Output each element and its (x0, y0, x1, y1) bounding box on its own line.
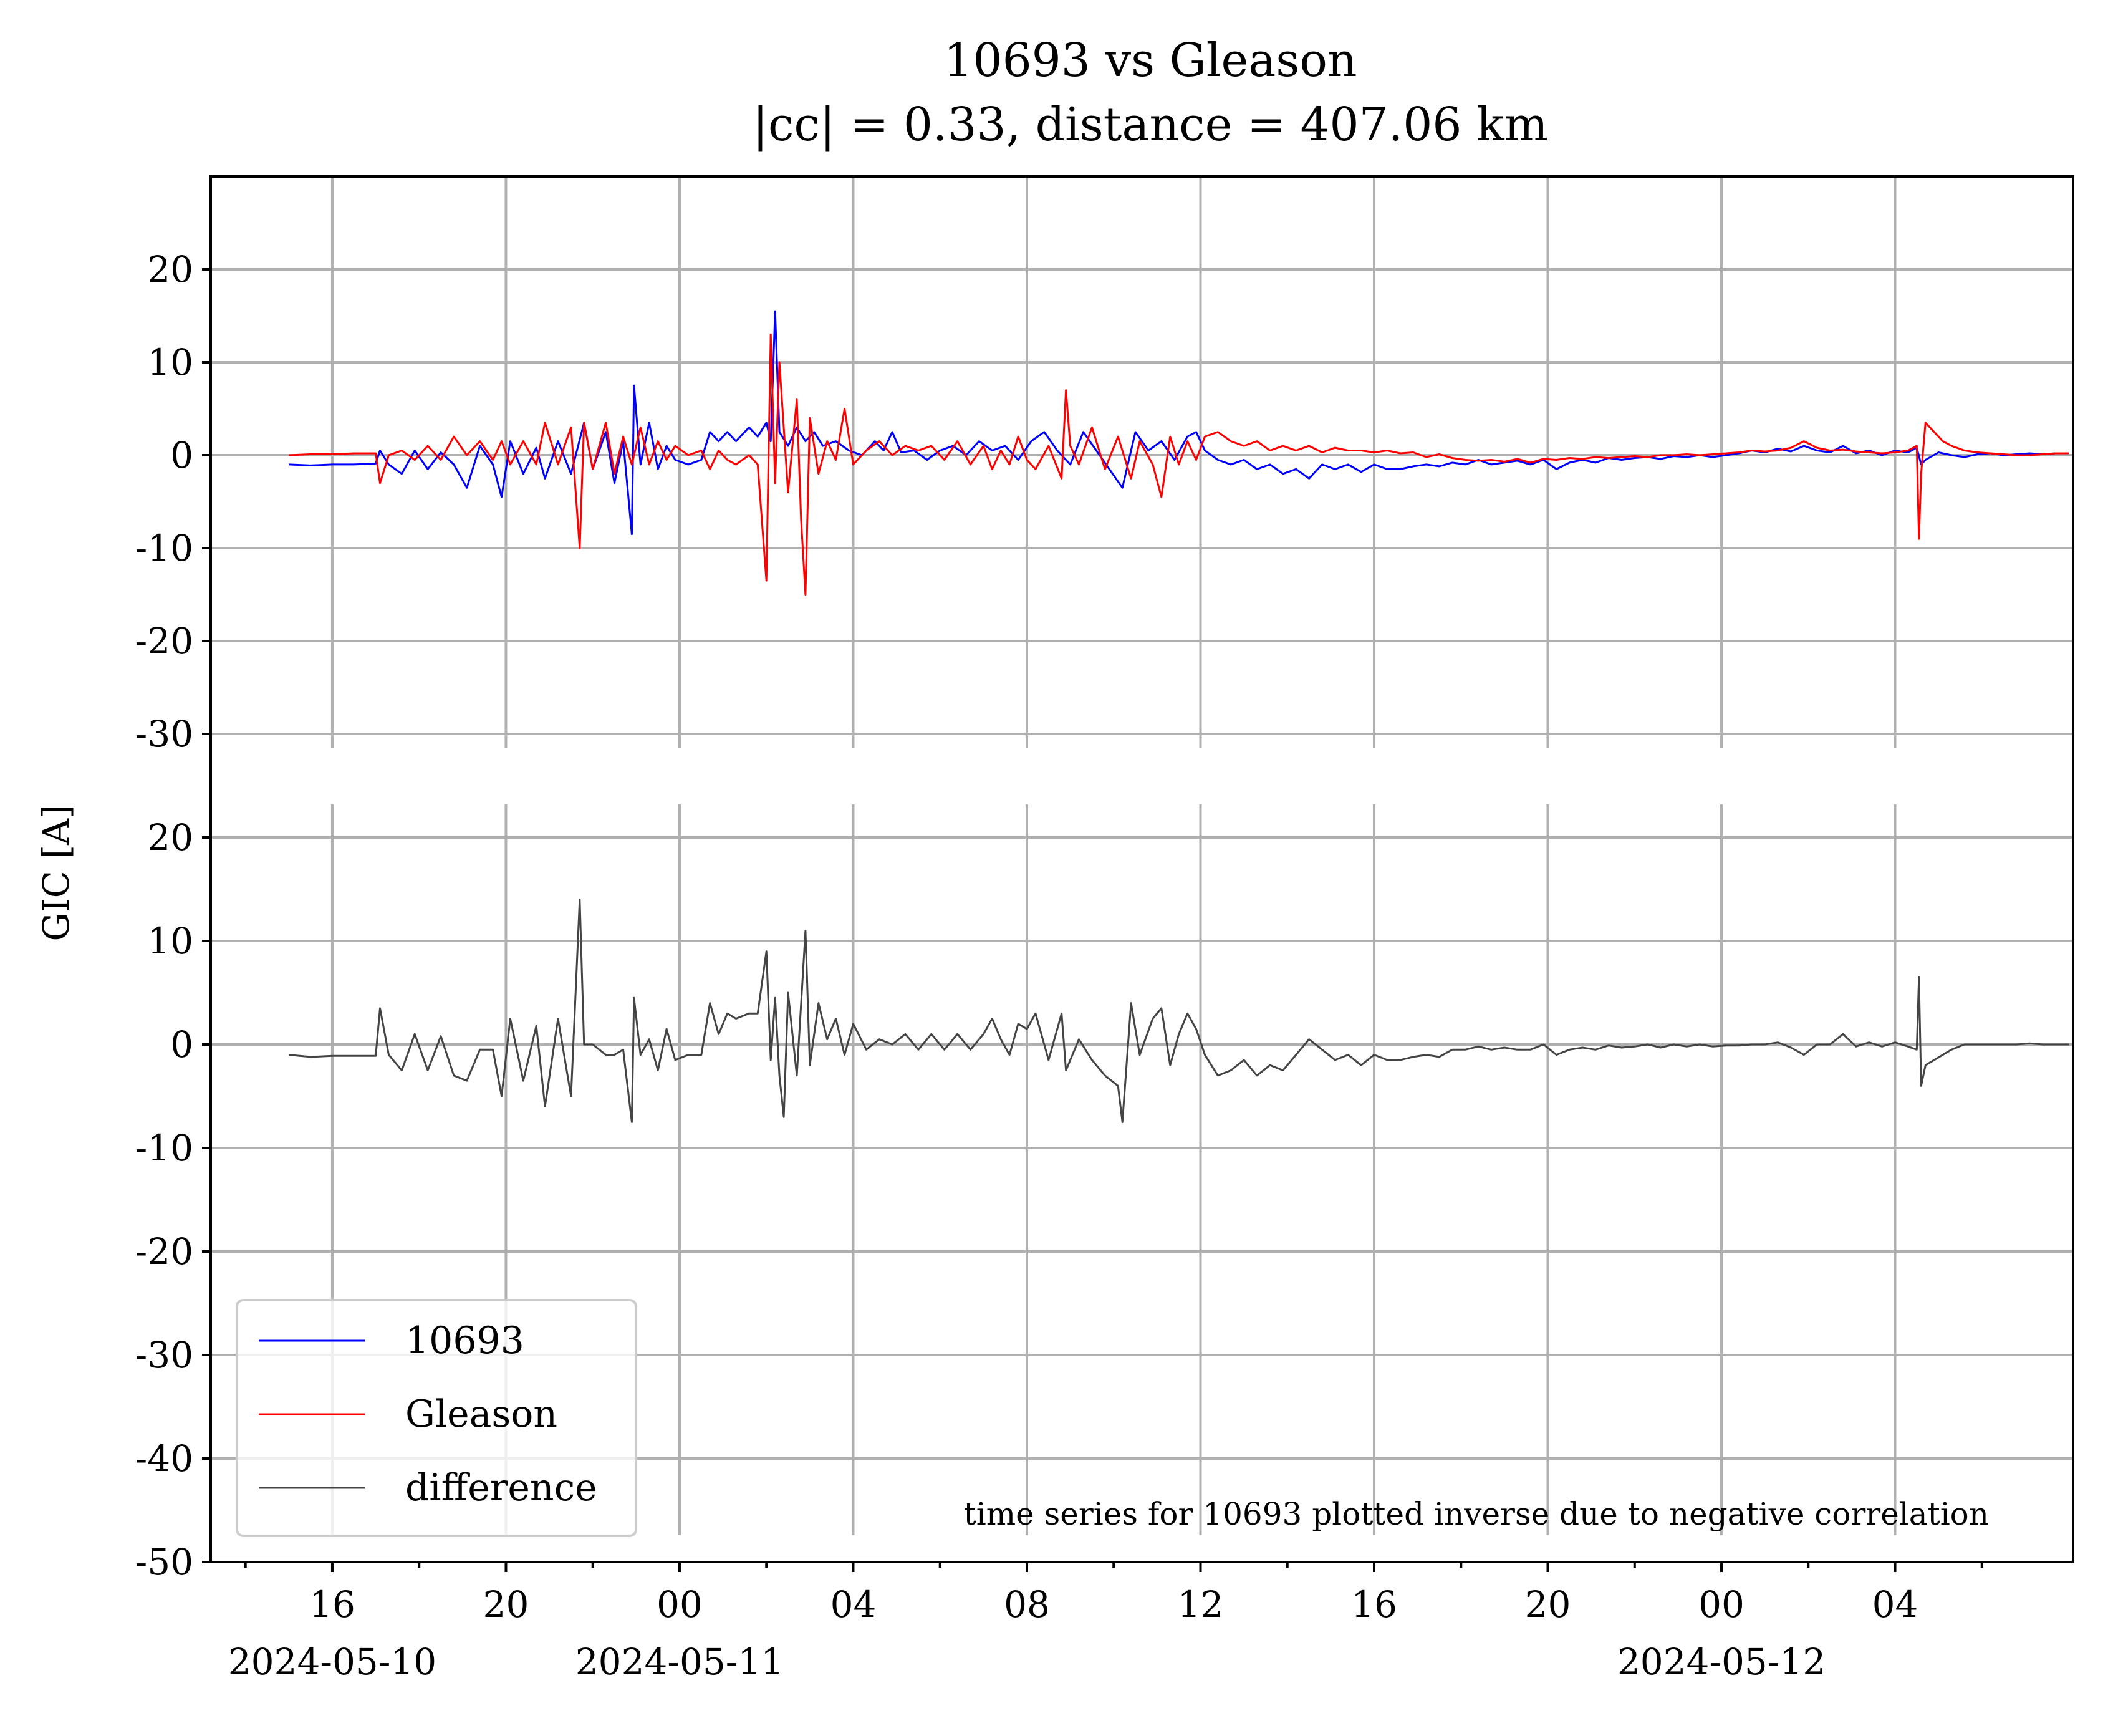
chart-annotation: time series for 10693 plotted inverse du… (964, 1496, 1989, 1532)
series-line-difference (289, 899, 2069, 1123)
y-tick-label: 30 (147, 713, 193, 755)
legend: 10693 Gleason difference (236, 1299, 637, 1537)
series-line-gleason (289, 333, 2069, 596)
y-tick-label: -20 (135, 1230, 193, 1273)
chart-title: 10693 vs Gleason (943, 34, 1357, 87)
x-tick-label: 12 (1178, 1583, 1224, 1626)
x-date-label: 2024-05-12 (1617, 1641, 1826, 1683)
legend-label-difference: difference (405, 1466, 597, 1510)
x-tick-label: 00 (1698, 1583, 1744, 1626)
x-tick-label: 16 (1351, 1583, 1397, 1626)
y-tick-label: 0 (170, 1023, 193, 1066)
x-date-label: 2024-05-11 (575, 1641, 784, 1683)
chart-subtitle: |cc| = 0.33, distance = 407.06 km (753, 98, 1548, 152)
legend-label-10693: 10693 (405, 1319, 524, 1362)
panel-grid (211, 176, 2073, 748)
y-tick-label: 10 (147, 920, 193, 962)
y-tick-label: -40 (135, 1437, 193, 1480)
y-tick-label: -10 (135, 1127, 193, 1169)
y-tick-label: 20 (147, 248, 193, 291)
x-tick-label: 20 (1525, 1583, 1571, 1626)
x-tick-label: 20 (483, 1583, 529, 1626)
y-tick-label: 10 (147, 341, 193, 383)
y-tick-label: -20 (135, 620, 193, 662)
top-panel-frame (209, 175, 2074, 734)
y-tick-label: 20 (147, 816, 193, 859)
legend-label-gleason: Gleason (405, 1392, 557, 1436)
y-tick-label: -30 (135, 713, 193, 755)
panel-top: 20 10 0 -10 -20 -30 (135, 176, 2073, 755)
y-tick-label: -30 (135, 1334, 193, 1376)
x-date-label: 2024-05-10 (228, 1641, 436, 1683)
series-line-10693 (289, 310, 2069, 536)
y-tick-label: 0 (170, 434, 193, 476)
x-tick-label: 04 (1872, 1583, 1918, 1626)
x-tick-label: 08 (1004, 1583, 1050, 1626)
y-tick-label: -50 (135, 1541, 193, 1583)
x-tick-label: 16 (309, 1583, 355, 1626)
x-tick-label: 00 (657, 1583, 703, 1626)
x-tick-label: 04 (830, 1583, 877, 1626)
y-tick-label: -10 (135, 527, 193, 569)
plot-layer: 20100-10-20-303020100-10-20-30-40-501620… (135, 175, 2074, 1683)
y-axis-label: GIC [A] (35, 804, 77, 941)
bottom-panel-frame (209, 734, 2074, 1563)
legend-box (236, 1299, 637, 1537)
